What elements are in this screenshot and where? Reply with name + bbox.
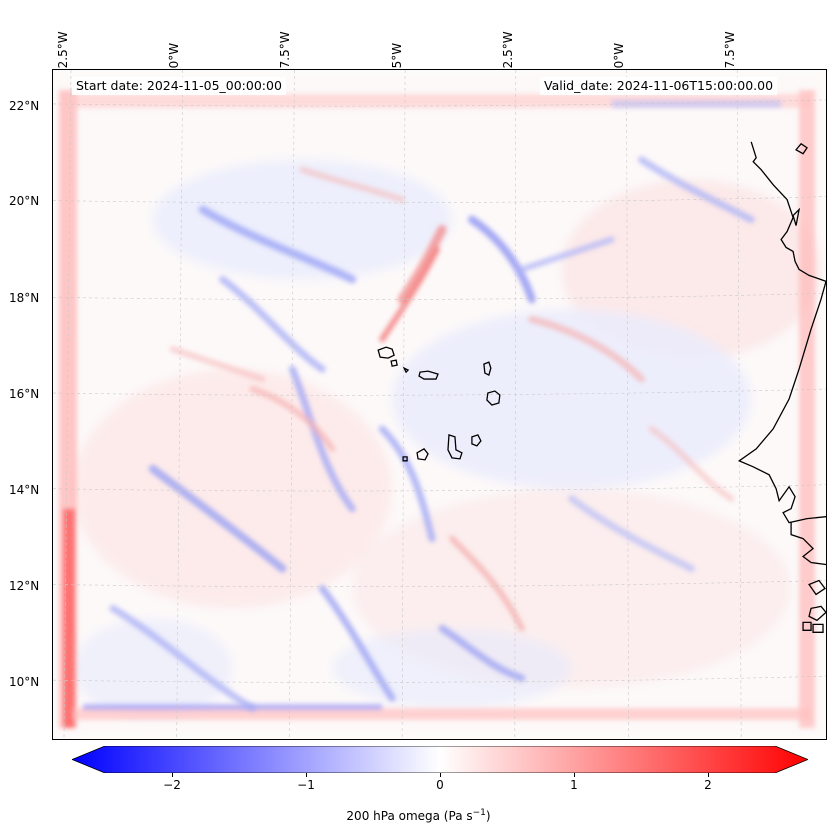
graticule xyxy=(53,70,826,739)
colorbar-label-exponent: −1 xyxy=(472,808,486,818)
island-outlines xyxy=(377,346,501,462)
colorbar-body xyxy=(72,746,808,773)
lat-label: 10°N xyxy=(9,675,40,689)
colorbar-tickmark xyxy=(708,773,709,777)
coastline xyxy=(737,141,826,633)
colorbar-label-text: 200 hPa omega (Pa s xyxy=(346,809,473,823)
lat-label: 16°N xyxy=(9,387,40,401)
colorbar-tickmark xyxy=(172,773,173,777)
lat-label: 14°N xyxy=(9,483,40,497)
colorbar-tickmark xyxy=(574,773,575,777)
omega-field xyxy=(53,70,826,739)
start-date-label: Start date: 2024-11-05_00:00:00 xyxy=(72,77,286,95)
map-panel xyxy=(52,69,827,740)
valid-date-label: Valid_date: 2024-11-06T15:00:00.00 xyxy=(540,77,778,95)
colorbar-tick-label: 0 xyxy=(436,778,444,792)
lat-label: 20°N xyxy=(9,194,40,208)
colorbar-tick-label: −2 xyxy=(163,778,181,792)
background-anomalies xyxy=(53,70,826,739)
colorbar-label: 200 hPa omega (Pa s−1) xyxy=(0,808,837,823)
colorbar-label-close: ) xyxy=(485,809,491,823)
colorbar xyxy=(72,746,808,773)
omega-filaments xyxy=(109,156,755,712)
colorbar-tickmark xyxy=(306,773,307,777)
colorbar-tick-label: 1 xyxy=(570,778,578,792)
colorbar-tickmark xyxy=(440,773,441,777)
lat-label: 22°N xyxy=(9,99,40,113)
boundary-zone xyxy=(58,89,816,729)
lat-label: 18°N xyxy=(9,291,40,305)
colorbar-tick-label: 2 xyxy=(704,778,712,792)
colorbar-tick-label: −1 xyxy=(297,778,315,792)
lat-label: 12°N xyxy=(9,579,40,593)
